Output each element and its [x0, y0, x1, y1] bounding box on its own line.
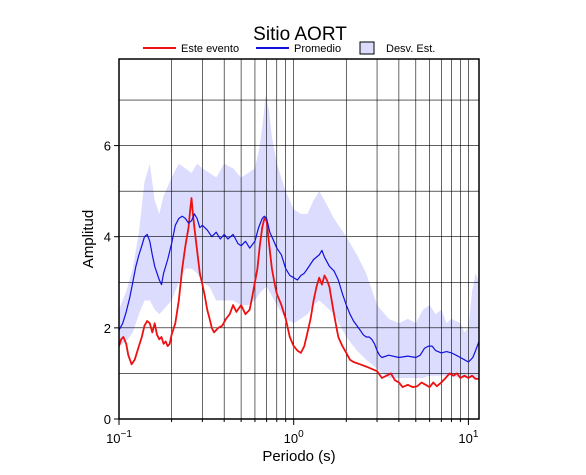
y-tick-label: 0 — [104, 412, 111, 427]
legend-label: Este evento — [181, 43, 239, 55]
legend-swatch — [359, 41, 375, 55]
y-axis-label: Amplitud — [80, 210, 97, 268]
y-tick-label: 4 — [104, 230, 111, 245]
x-tick-label: 10−1 — [106, 429, 132, 446]
legend: Este evento Promedio Desv. Est. — [143, 41, 435, 55]
series-este-evento-line — [119, 197, 479, 388]
x-tick-label: 100 — [284, 429, 304, 446]
y-tick-label: 2 — [104, 321, 111, 336]
legend-label: Desv. Est. — [386, 43, 435, 55]
y-tick-label: 6 — [104, 139, 111, 154]
series-promedio-line — [119, 213, 479, 363]
x-axis-label: Periodo (s) — [262, 448, 335, 465]
chart-title: Sitio AORT — [253, 24, 347, 45]
axis-ticks: 0 2 4 6 10−1 100 101 — [104, 139, 479, 446]
series-layer — [119, 197, 479, 388]
x-tick-label: 101 — [458, 429, 478, 446]
plot-frame — [118, 58, 480, 420]
legend-label: Promedio — [294, 43, 341, 55]
